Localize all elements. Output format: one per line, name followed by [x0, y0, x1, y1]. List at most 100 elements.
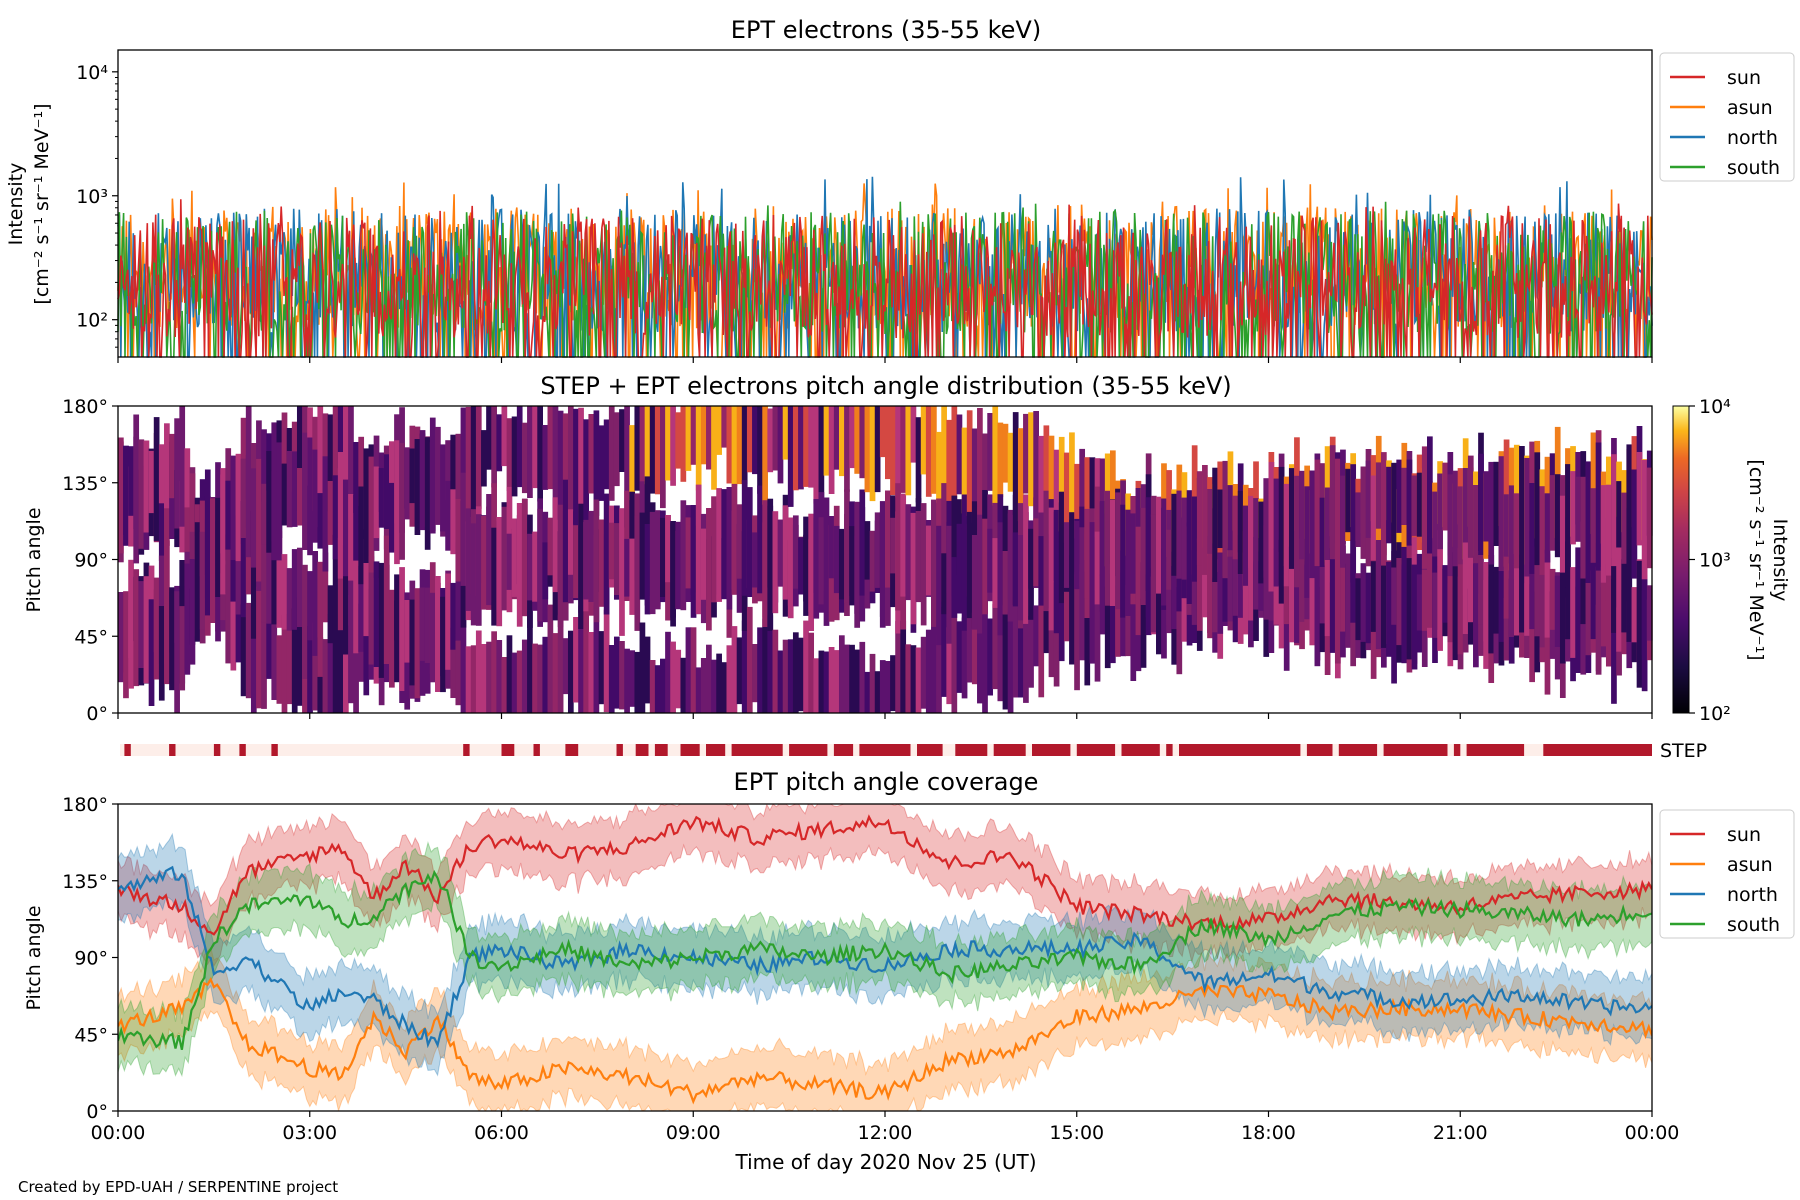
colorbar	[1672, 405, 1690, 714]
heatmap-cell	[695, 484, 702, 615]
heatmap-cell	[782, 505, 789, 600]
panel1-ytick-label: 10³	[76, 186, 108, 208]
heatmap-cell	[1467, 455, 1474, 558]
heatmap-cell	[1473, 485, 1479, 564]
heatmap-cell	[890, 406, 896, 496]
heatmap-cell	[409, 448, 416, 504]
heatmap-cell	[757, 406, 763, 494]
heatmap-cell	[982, 433, 988, 513]
heatmap-cell	[1554, 474, 1561, 558]
heatmap-cell	[261, 483, 267, 545]
colorbar-tick-label: 10⁴	[1699, 396, 1731, 418]
heatmap-cell	[573, 617, 579, 703]
heatmap-cell	[496, 414, 503, 472]
heatmap-cell	[158, 606, 165, 701]
heatmap-cell	[552, 406, 559, 509]
heatmap-cell	[808, 406, 815, 488]
heatmap-cell	[521, 639, 528, 713]
heatmap-cell	[915, 647, 922, 713]
step-segment	[1032, 744, 1071, 756]
heatmap-cell	[424, 437, 431, 550]
panel3-legend-label-north: north	[1727, 884, 1778, 906]
heatmap-cell	[138, 581, 145, 668]
step-segment	[1466, 744, 1525, 756]
heatmap-cell	[741, 620, 748, 713]
heatmap-cell	[690, 406, 697, 465]
heatmap-cell	[363, 448, 370, 563]
heatmap-cell	[296, 406, 303, 511]
heatmap-cell	[266, 502, 272, 624]
heatmap-cell	[931, 406, 937, 494]
heatmap-cell	[296, 597, 303, 706]
heatmap-cell	[353, 599, 359, 713]
heatmap-cell	[1380, 541, 1387, 648]
heatmap-cell	[1570, 471, 1576, 545]
panel3-legend-label-asun: asun	[1727, 854, 1773, 876]
heatmap-cell	[235, 453, 242, 562]
panel3-legend-box	[1659, 809, 1795, 939]
heatmap-cell	[394, 600, 400, 683]
heatmap-cell	[613, 636, 620, 709]
heatmap-cell	[1565, 541, 1571, 640]
heatmap-cell	[1012, 596, 1019, 698]
heatmap-cell	[455, 433, 462, 517]
heatmap-cell	[547, 406, 554, 490]
step-segment	[955, 744, 988, 756]
heatmap-cell	[629, 650, 636, 707]
heatmap-cell	[859, 406, 866, 479]
heatmap-cell	[1099, 502, 1106, 612]
heatmap-cell	[1611, 558, 1617, 633]
heatmap-cell	[598, 519, 605, 607]
heatmap-cell	[138, 439, 145, 549]
heatmap-cell	[250, 603, 257, 713]
heatmap-cell	[506, 418, 513, 491]
panel3-xtick-label: 12:00	[858, 1122, 913, 1144]
heatmap-cell	[1488, 494, 1495, 565]
heatmap-cell	[465, 646, 472, 713]
panel3-ytick-label: 180°	[62, 794, 108, 816]
heatmap-cell	[184, 448, 191, 508]
heatmap-cell	[726, 645, 733, 713]
heatmap-cell	[997, 422, 1004, 498]
heatmap-cell	[1345, 553, 1351, 648]
heatmap-cell	[1196, 471, 1203, 566]
heatmap-cell	[1176, 490, 1183, 579]
heatmap-cell	[542, 636, 549, 713]
heatmap-cell	[516, 406, 523, 488]
step-segment	[993, 744, 1026, 756]
heatmap-cell	[470, 645, 477, 713]
colorbar-ticks: 10² 10³ 10⁴	[1689, 396, 1731, 725]
heatmap-cell	[1084, 534, 1091, 599]
heatmap-cell	[276, 531, 283, 628]
heatmap-cell	[634, 406, 641, 491]
heatmap-cell	[1191, 496, 1198, 582]
heatmap-cell	[598, 425, 605, 501]
heatmap-cell	[240, 501, 247, 618]
heatmap-cell	[1626, 444, 1633, 567]
heatmap-cell	[895, 483, 901, 611]
heatmap-cell	[1513, 493, 1520, 569]
heatmap-cell	[465, 406, 472, 524]
heatmap-cell	[506, 635, 513, 713]
heatmap-cell	[1294, 475, 1300, 588]
heatmap-cell	[706, 406, 712, 470]
heatmap-cell	[184, 563, 191, 675]
heatmap-cell	[516, 503, 523, 627]
heatmap-cell	[1084, 457, 1091, 561]
heatmap-cell	[706, 508, 712, 631]
heatmap-cell	[322, 456, 329, 572]
heatmap-cell	[675, 521, 682, 610]
heatmap-cell	[307, 437, 313, 556]
heatmap-cell	[332, 475, 339, 560]
heatmap-cell	[920, 636, 927, 709]
step-segment	[501, 744, 515, 756]
heatmap-cell	[317, 561, 324, 677]
heatmap-cell	[184, 467, 191, 587]
heatmap-cell	[1079, 448, 1086, 539]
heatmap-cell	[874, 406, 881, 493]
heatmap-cell	[1069, 432, 1075, 557]
heatmap-cell	[567, 406, 574, 515]
heatmap-cell	[1529, 561, 1535, 630]
panel1-series-sun	[117, 199, 1653, 358]
heatmap-cell	[613, 412, 620, 487]
